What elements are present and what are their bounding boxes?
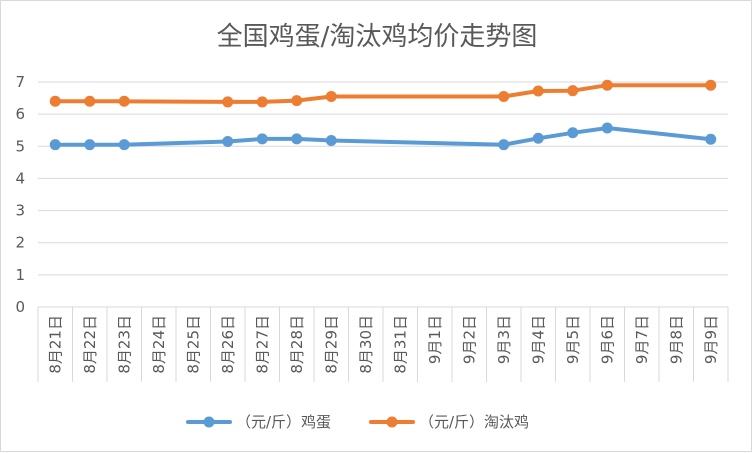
- series-point-0: [256, 133, 268, 145]
- x-tick-label: 8月22日: [81, 315, 99, 374]
- x-tick-label: 8月31日: [391, 315, 409, 374]
- legend-label-1: （元/斤）淘汰鸡: [419, 413, 529, 431]
- series-line-0: [53, 126, 713, 147]
- y-tick-label: 7: [15, 73, 25, 91]
- y-tick-label: 4: [15, 169, 25, 187]
- y-tick-label: 6: [15, 105, 25, 123]
- series-point-1: [291, 95, 303, 107]
- series-point-0: [291, 133, 303, 145]
- series-point-0: [567, 127, 579, 139]
- x-tick-label: 9月7日: [633, 315, 651, 364]
- series-layer: [49, 79, 717, 151]
- x-tick-label: 8月30日: [357, 315, 375, 374]
- x-tick-label: 8月21日: [46, 315, 64, 374]
- x-tick-label: 8月27日: [253, 315, 271, 374]
- series-point-1: [498, 90, 510, 102]
- x-tick-label: 9月8日: [667, 315, 685, 364]
- series-point-1: [532, 85, 544, 97]
- x-tick-label: 8月25日: [184, 315, 202, 374]
- x-tick-label: 8月29日: [322, 315, 340, 374]
- legend: （元/斤）鸡蛋 （元/斤）淘汰鸡: [186, 413, 529, 431]
- x-tick-label: 9月6日: [598, 315, 616, 364]
- y-tick-label: 0: [15, 298, 25, 316]
- series-point-1: [118, 95, 130, 107]
- y-tick-label: 2: [15, 234, 25, 252]
- series-point-1: [325, 90, 337, 102]
- x-tick-label: 9月9日: [702, 315, 720, 364]
- series-point-0: [222, 135, 234, 147]
- series-line-1: [53, 83, 713, 104]
- series-point-0: [498, 139, 510, 151]
- y-tick-label: 5: [15, 137, 25, 155]
- legend-marker-0: [203, 416, 215, 428]
- series-point-1: [601, 79, 613, 91]
- series-point-1: [256, 96, 268, 108]
- series-point-1: [49, 95, 61, 107]
- x-tick-label: 9月2日: [460, 315, 478, 364]
- y-tick-label: 3: [15, 202, 25, 220]
- x-tick-label: 8月28日: [288, 315, 306, 374]
- series-point-0: [601, 122, 613, 134]
- x-tick-label: 9月3日: [495, 315, 513, 364]
- series-point-0: [325, 135, 337, 146]
- x-tick-label: 9月5日: [564, 315, 582, 364]
- x-tick-label: 8月23日: [115, 315, 133, 374]
- series-point-1: [567, 85, 579, 97]
- y-axis-ticks: 0 1 2 3 4 5 6 7: [15, 73, 25, 316]
- series-point-0: [49, 139, 61, 151]
- series-point-1: [705, 79, 717, 91]
- chart-title: 全国鸡蛋/淘汰鸡均价走势图: [217, 22, 538, 52]
- x-axis-ticks: 8月21日 8月22日 8月23日 8月24日 8月25日 8月26日 8月27日 8月28日…: [46, 315, 720, 374]
- series-point-0: [84, 139, 96, 151]
- series-point-0: [705, 133, 717, 145]
- x-tick-label: 9月1日: [426, 315, 444, 364]
- gridlines: [37, 81, 729, 382]
- series-point-0: [532, 132, 544, 144]
- y-tick-label: 1: [15, 266, 25, 284]
- x-tick-label: 8月24日: [150, 315, 168, 374]
- legend-label-0: （元/斤）鸡蛋: [236, 413, 331, 431]
- x-tick-label: 8月26日: [219, 315, 237, 374]
- series-point-0: [118, 139, 130, 151]
- series-point-1: [84, 95, 96, 107]
- x-tick-label: 9月4日: [529, 315, 547, 364]
- series-point-1: [222, 96, 234, 108]
- legend-marker-1: [386, 416, 398, 428]
